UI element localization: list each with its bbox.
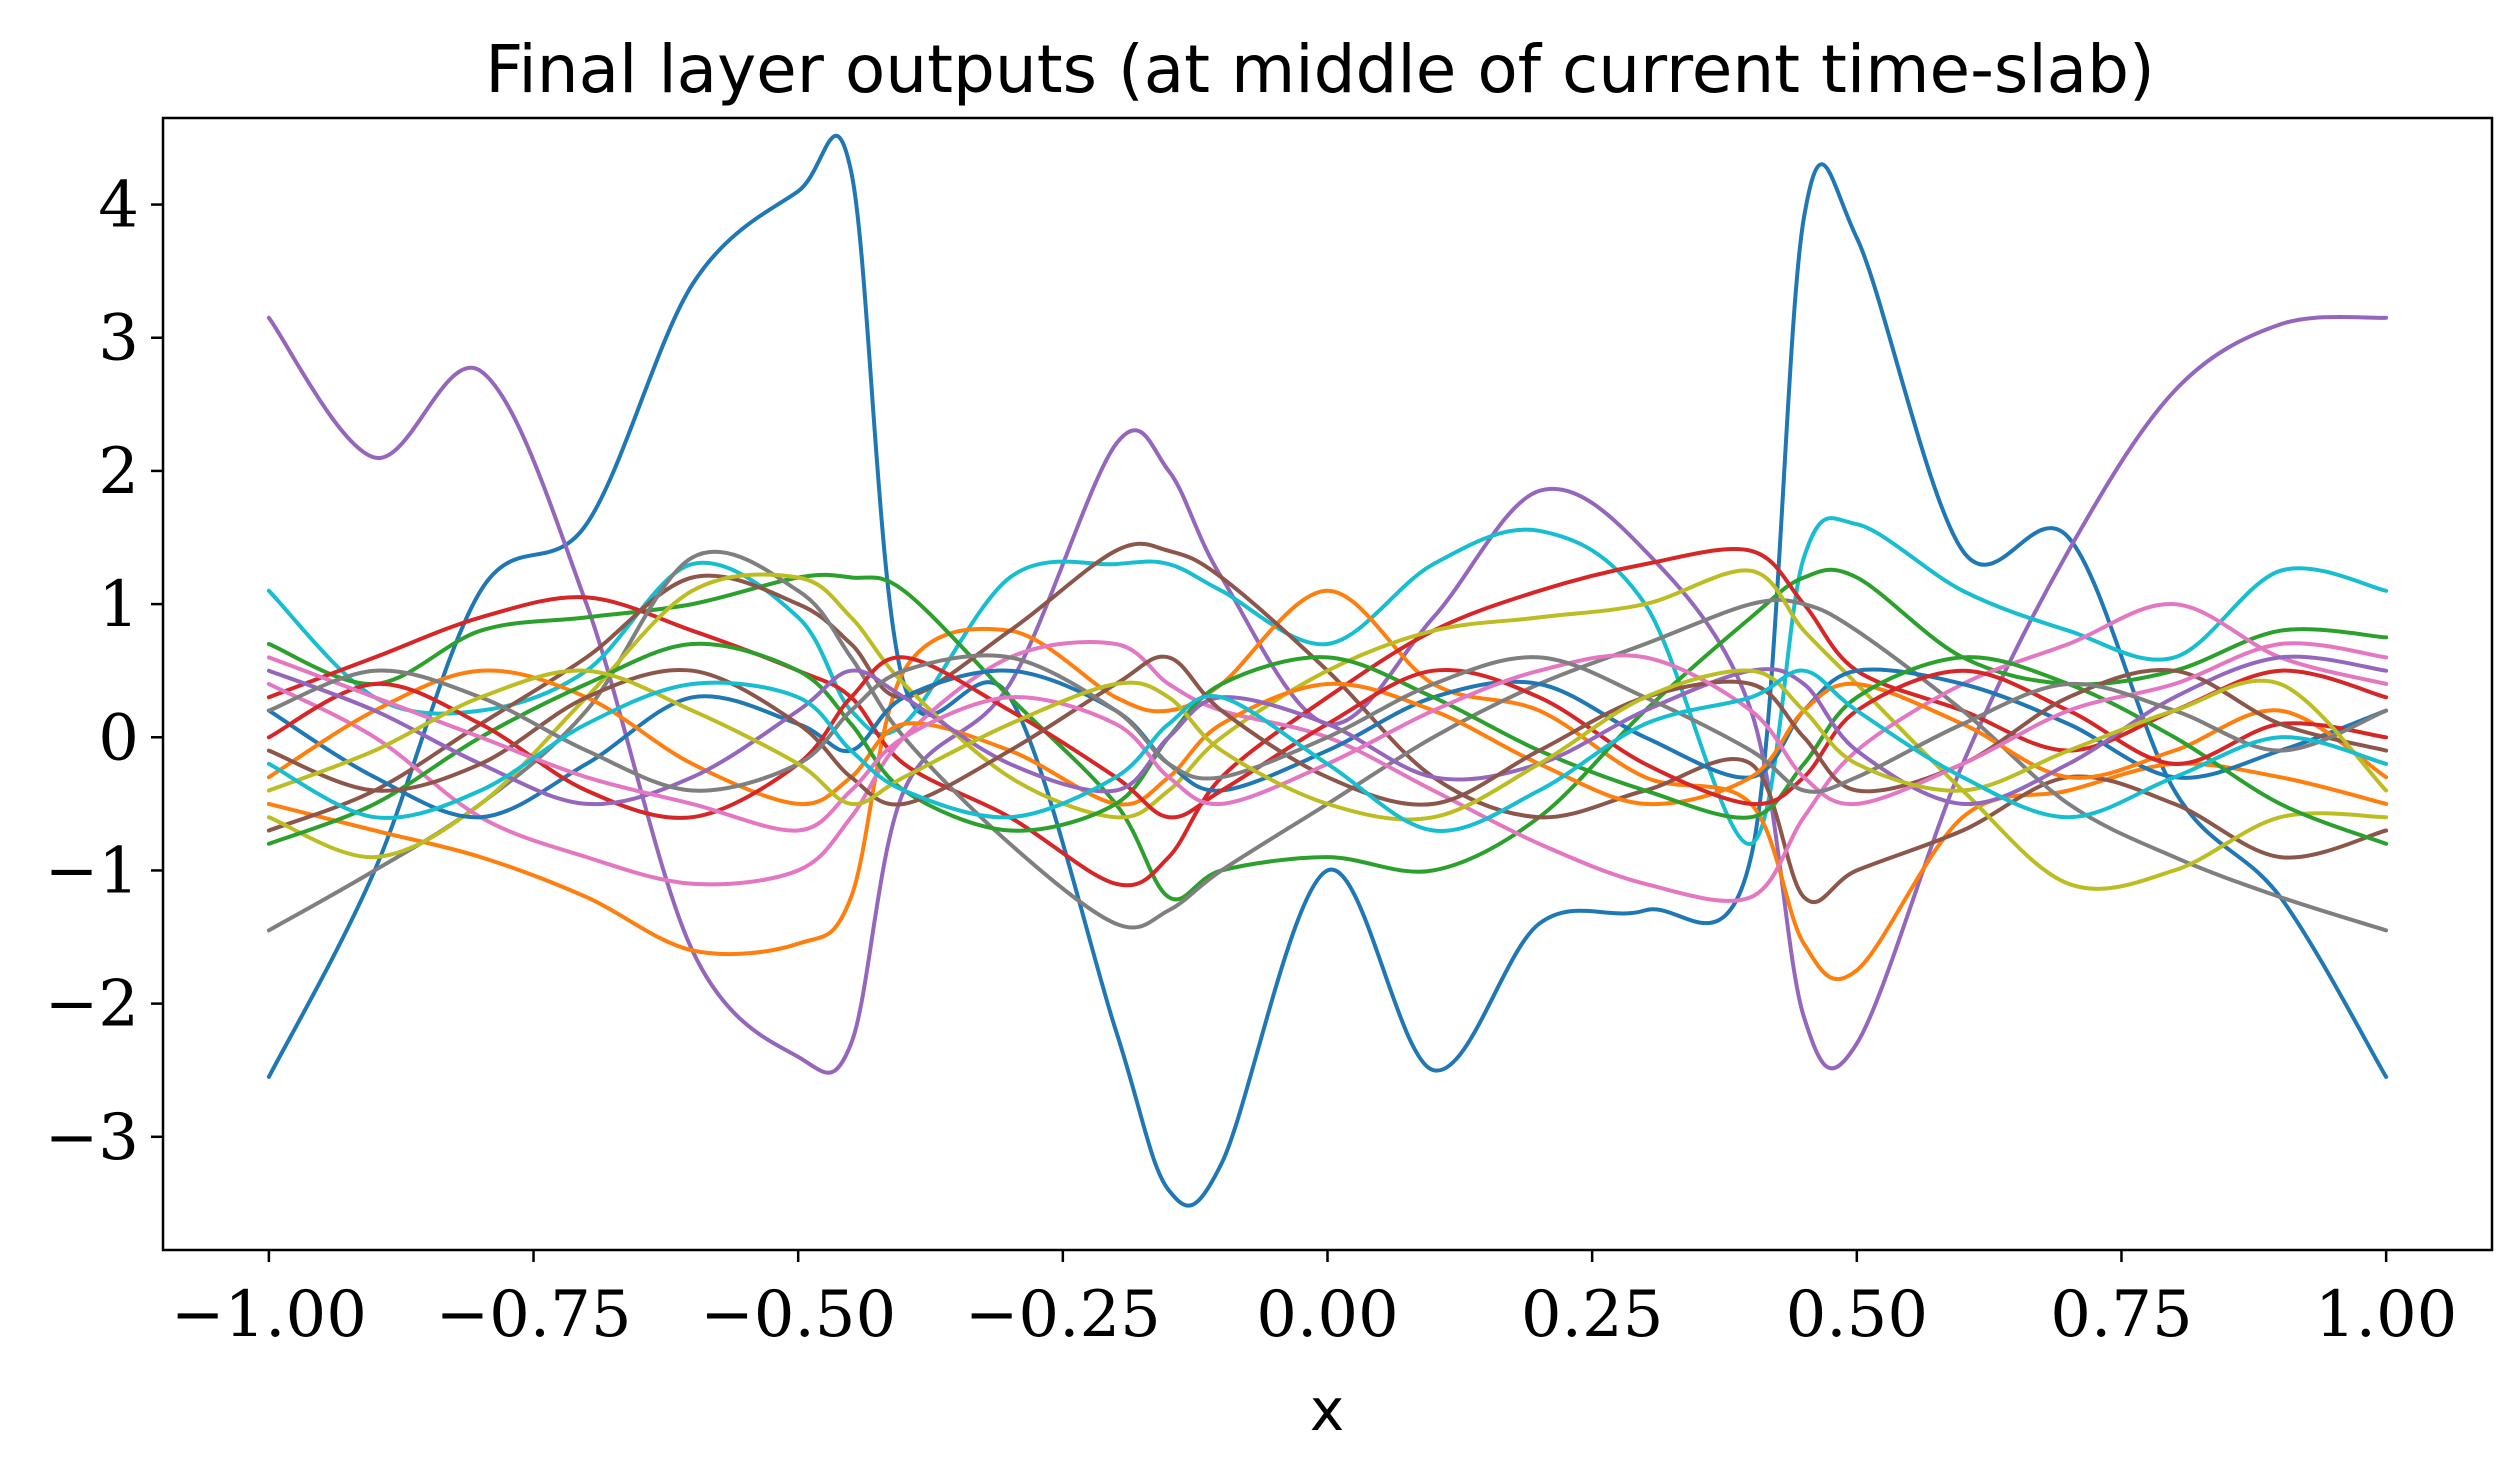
chart-title: Final layer outputs (at middle of curren…	[485, 31, 2155, 108]
y-tick-label: 2	[98, 435, 139, 509]
x-tick-label: −0.75	[435, 1278, 631, 1352]
x-tick-label: −0.50	[700, 1278, 896, 1352]
y-tick-label: 0	[98, 701, 139, 775]
series-line-6	[266, 547, 2389, 888]
series-line-17	[266, 641, 2389, 833]
series-line-19	[266, 668, 2389, 822]
series-line-1	[266, 133, 2389, 1208]
series-line-8	[266, 549, 2389, 933]
x-tick-label: 0.50	[1786, 1278, 1929, 1352]
series-group	[266, 133, 2389, 1208]
series-line-3	[266, 516, 2389, 846]
y-axis-ticks: −3 −2 −1 0 1 2 3 4	[45, 169, 163, 1175]
series-line-20	[266, 668, 2389, 833]
x-tick-label: 1.00	[2315, 1278, 2458, 1352]
y-tick-label: 1	[98, 568, 139, 642]
x-tick-label: −0.25	[965, 1278, 1161, 1352]
series-line-10	[266, 602, 2389, 903]
y-tick-label: −3	[45, 1101, 139, 1175]
y-tick-label: 4	[98, 169, 139, 243]
series-line-4	[266, 588, 2389, 982]
x-axis-label: x	[1310, 1376, 1344, 1444]
series-line-11	[266, 667, 2389, 820]
y-tick-label: −2	[45, 968, 139, 1042]
series-line-12	[266, 668, 2389, 807]
series-line-14	[266, 655, 2389, 820]
x-axis-ticks: −1.00 −0.75 −0.50 −0.25 0.00 0.25 0.50 0.75 1.00	[171, 1250, 2458, 1352]
x-tick-label: 0.75	[2050, 1278, 2193, 1352]
series-line-13	[266, 641, 2389, 846]
series-line-16	[266, 654, 2389, 807]
x-tick-label: 0.25	[1521, 1278, 1664, 1352]
y-tick-label: 3	[98, 302, 139, 376]
x-tick-label: −1.00	[171, 1278, 367, 1352]
series-line-5	[266, 567, 2389, 902]
series-line-15	[266, 654, 2389, 807]
x-tick-label: 0.00	[1256, 1278, 1399, 1352]
series-line-18	[266, 653, 2389, 794]
y-tick-label: −1	[45, 834, 139, 908]
